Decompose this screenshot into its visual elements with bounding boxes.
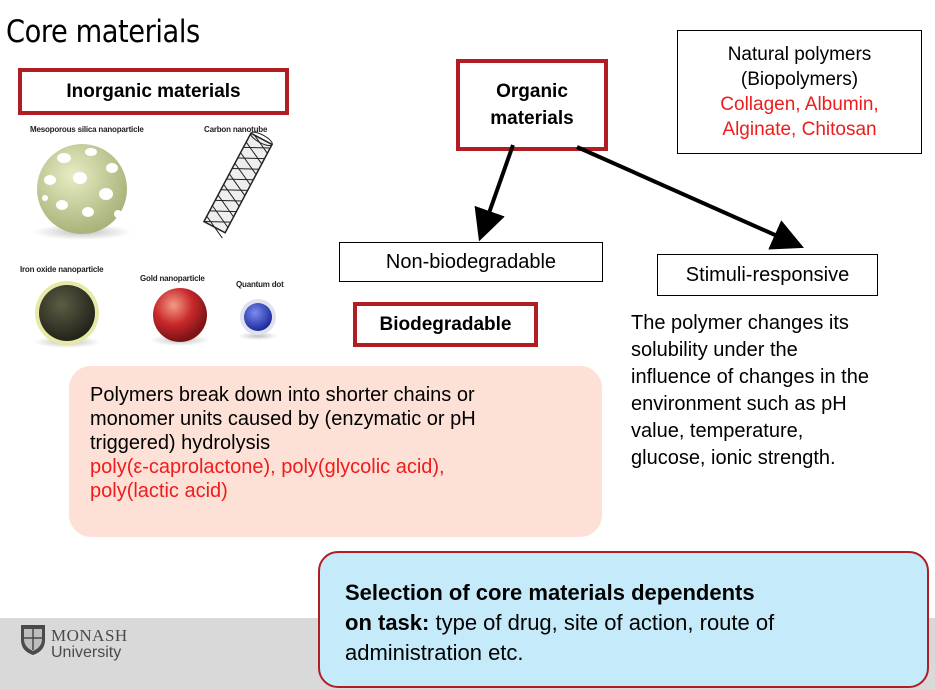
caption-silica: Mesoporous silica nanoparticle [30, 125, 144, 134]
natural-line1: Natural polymers [727, 44, 872, 65]
stimuli-desc-line: influence of changes in the [631, 366, 869, 388]
monash-logo-line2: University [51, 644, 122, 661]
selection-callout: Selection of core materials dependents o… [318, 551, 929, 688]
inorganic-heading-box: Inorganic materials [18, 68, 289, 115]
bio-desc-line: Polymers break down into shorter chains … [90, 384, 475, 406]
natural-polymers-box: Natural polymers (Biopolymers) Collagen,… [677, 30, 922, 154]
stimuli-desc-line: value, temperature, [631, 420, 804, 442]
stimuli-desc-line: glucose, ionic strength. [631, 447, 836, 469]
arrow-to-stimuli-responsive [576, 145, 804, 250]
caption-nanotube: Carbon nanotube [204, 125, 268, 134]
natural-examples-line2: Alginate, Chitosan [722, 119, 877, 140]
natural-line2: (Biopolymers) [740, 69, 859, 90]
slide-title: Core materials [6, 14, 200, 50]
stimuli-desc-line: solubility under the [631, 339, 798, 361]
monash-crest-icon [21, 625, 45, 655]
selection-line1: Selection of core materials dependents [345, 580, 755, 605]
selection-line2: on task: type of drug, site of action, r… [345, 608, 927, 638]
stimuli-desc-line: The polymer changes its [631, 312, 849, 334]
stimuli-responsive-label: Stimuli-responsive [685, 263, 850, 286]
nanoparticle-illustrations [32, 131, 278, 348]
inorganic-heading: Inorganic materials [66, 80, 241, 102]
selection-line3: administration etc. [345, 640, 524, 665]
natural-examples-line1: Collagen, Albumin, [720, 94, 879, 115]
monash-logo: MONASH University [20, 624, 130, 674]
biodegradable-label: Biodegradable [379, 313, 512, 335]
bio-examples-line: poly(lactic acid) [90, 480, 228, 502]
bio-desc-line: triggered) hydrolysis [90, 432, 271, 454]
selection-line2-bold: on task: [345, 610, 430, 635]
biodegradable-description-panel: Polymers break down into shorter chains … [69, 366, 602, 537]
stimuli-responsive-box: Stimuli-responsive [657, 254, 878, 296]
organic-heading-line1: Organic [496, 81, 568, 102]
arrow-to-non-biodegradable [474, 144, 515, 242]
bio-desc-line: monomer units caused by (enzymatic or pH [90, 408, 476, 430]
selection-line2-rest: type of drug, site of action, route of [429, 610, 775, 635]
stimuli-description: The polymer changes its solubility under… [631, 310, 869, 472]
caption-gold: Gold nanoparticle [140, 274, 205, 283]
monash-logo-line1: MONASH [51, 626, 128, 645]
caption-quantum: Quantum dot [236, 280, 284, 289]
non-biodegradable-box: Non-biodegradable [339, 242, 603, 282]
non-biodegradable-label: Non-biodegradable [385, 250, 557, 273]
biodegradable-box: Biodegradable [353, 302, 538, 347]
bio-examples-line: poly(ε-caprolactone), poly(glycolic acid… [90, 456, 445, 478]
stimuli-desc-line: environment such as pH [631, 393, 847, 415]
organic-heading-box: Organic materials [456, 59, 608, 151]
organic-heading-line2: materials [490, 108, 574, 129]
caption-iron: Iron oxide nanoparticle [20, 265, 104, 274]
